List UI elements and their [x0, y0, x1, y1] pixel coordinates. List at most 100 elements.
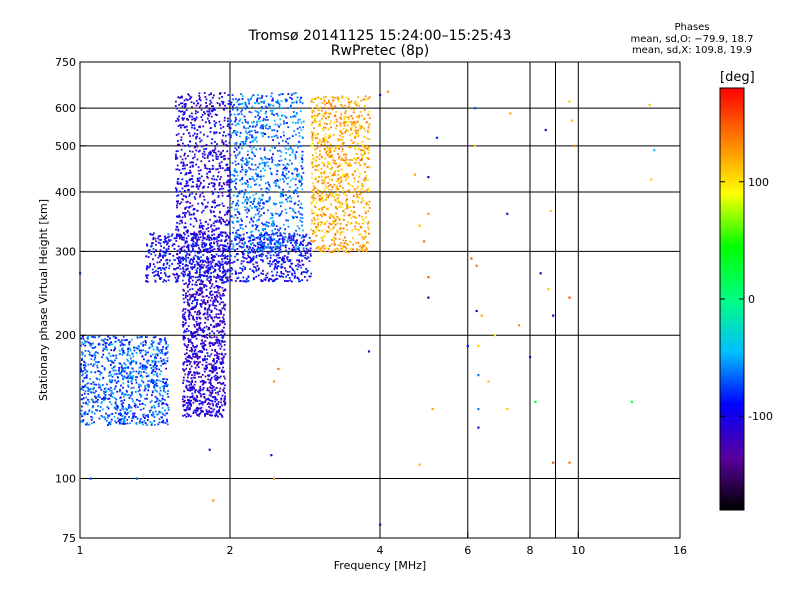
echo-point — [262, 194, 264, 197]
echo-point — [258, 204, 261, 207]
echo-point — [234, 116, 237, 119]
echo-point — [344, 156, 347, 159]
echo-point — [301, 217, 304, 219]
echo-point — [252, 200, 255, 203]
echo-point — [252, 194, 255, 196]
echo-point — [359, 225, 362, 228]
echo-point — [252, 152, 255, 155]
echo-point — [314, 177, 317, 179]
echo-point — [199, 260, 202, 263]
echo-point — [278, 142, 280, 145]
echo-point — [229, 275, 232, 278]
echo-point — [235, 182, 237, 185]
echo-point — [212, 237, 215, 240]
echo-point — [104, 396, 106, 399]
echo-point — [146, 265, 149, 268]
echo-point — [221, 231, 224, 234]
echo-point — [115, 421, 118, 424]
echo-point — [260, 248, 263, 251]
echo-point — [202, 144, 205, 147]
echo-point — [357, 157, 360, 159]
echo-point — [200, 145, 203, 148]
echo-point — [357, 229, 360, 231]
echo-point — [203, 326, 206, 329]
echo-point — [249, 196, 251, 199]
echo-point — [191, 192, 194, 195]
echo-point — [312, 182, 314, 185]
echo-point — [206, 205, 209, 208]
echo-point — [186, 129, 189, 131]
echo-point — [89, 351, 91, 354]
echo-point — [218, 309, 221, 312]
echo-point — [229, 173, 232, 176]
echo-point — [292, 92, 295, 95]
echo-point — [213, 151, 215, 154]
echo-point — [124, 415, 127, 418]
echo-point — [80, 374, 83, 377]
echo-point — [172, 273, 175, 275]
echo-point — [193, 324, 196, 326]
echo-point — [199, 276, 202, 279]
echo-point — [334, 160, 337, 162]
echo-point — [151, 353, 154, 356]
echo-point — [295, 133, 297, 136]
echo-point — [152, 248, 155, 250]
echo-point — [181, 398, 184, 401]
echo-point — [178, 103, 180, 106]
echo-point — [160, 359, 163, 362]
echo-point — [207, 186, 209, 189]
echo-point — [220, 401, 222, 404]
echo-point — [319, 149, 321, 152]
echo-point — [256, 209, 259, 212]
echo-point — [254, 164, 257, 166]
echo-point — [358, 250, 361, 252]
echo-point — [208, 122, 211, 124]
echo-point — [209, 414, 211, 417]
echo-point — [269, 265, 272, 267]
echo-point — [151, 405, 154, 408]
echo-point — [197, 166, 200, 169]
echo-point — [288, 277, 291, 279]
echo-point — [179, 268, 182, 270]
echo-point — [112, 369, 115, 372]
echo-point — [210, 272, 213, 274]
echo-point — [342, 210, 345, 212]
echo-point — [266, 124, 268, 126]
echo-point — [196, 210, 199, 212]
echo-point — [340, 113, 343, 115]
echo-point — [310, 195, 313, 198]
echo-point — [296, 225, 299, 228]
echo-point — [321, 140, 323, 143]
echo-point — [229, 196, 232, 199]
echo-point — [150, 245, 153, 248]
echo-point — [144, 388, 147, 390]
echo-point — [188, 115, 191, 118]
echo-point — [274, 233, 277, 236]
echo-point — [206, 105, 208, 107]
echo-point — [94, 356, 97, 359]
echo-point — [154, 336, 157, 338]
echo-point — [208, 328, 211, 331]
echo-point — [227, 133, 230, 136]
echo-point — [264, 279, 267, 281]
echo-point — [289, 207, 292, 210]
echo-point — [322, 244, 325, 247]
echo-point — [107, 398, 110, 400]
echo-point — [276, 124, 279, 126]
echo-point — [296, 170, 299, 173]
echo-point — [368, 166, 371, 169]
echo-point — [115, 382, 118, 384]
echo-point — [132, 412, 134, 415]
echo-point — [328, 147, 331, 150]
echo-point — [220, 357, 223, 360]
echo-point — [191, 279, 194, 282]
echo-point — [199, 193, 202, 196]
echo-point — [284, 115, 286, 118]
echo-point — [316, 246, 319, 249]
echo-point — [153, 271, 156, 273]
echo-point — [101, 408, 104, 411]
echo-point — [88, 400, 91, 403]
echo-point — [186, 246, 188, 248]
echo-point — [132, 375, 134, 377]
echo-point — [150, 343, 153, 346]
